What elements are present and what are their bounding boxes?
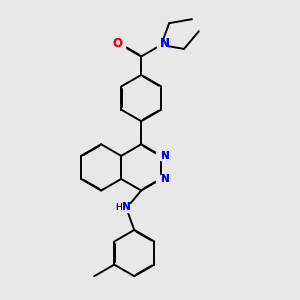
Text: H: H: [116, 202, 122, 211]
Text: N: N: [160, 37, 170, 50]
Text: N: N: [122, 202, 131, 212]
Bar: [156, 152, 166, 160]
Bar: [117, 41, 125, 49]
Bar: [118, 204, 134, 212]
Bar: [157, 41, 165, 49]
Text: N: N: [161, 174, 170, 184]
Text: N: N: [161, 151, 170, 161]
Text: H: H: [116, 202, 122, 211]
Bar: [156, 175, 166, 183]
Text: N: N: [161, 174, 170, 184]
Text: O: O: [113, 37, 123, 50]
Text: N: N: [160, 37, 170, 50]
Text: N: N: [161, 151, 170, 161]
Text: N: N: [122, 202, 131, 212]
Text: O: O: [113, 37, 123, 50]
